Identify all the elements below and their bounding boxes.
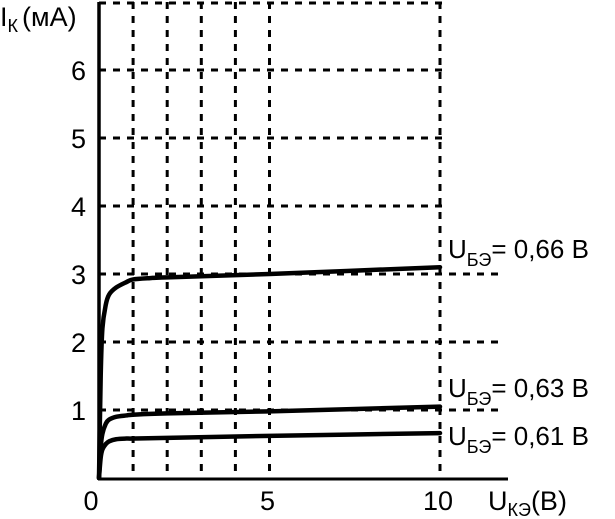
series-curve bbox=[96, 404, 443, 481]
curves bbox=[96, 264, 443, 481]
y-tick-label: 2 bbox=[71, 328, 86, 358]
series-label: UБЭ= 0,66 В bbox=[448, 234, 589, 270]
x-tick-label: 5 bbox=[260, 486, 275, 516]
tick-labels: 1 2 3 4 5 6 0 5 10 bbox=[71, 56, 453, 516]
x-tick-label: 0 bbox=[83, 486, 98, 516]
y-tick-label: 3 bbox=[71, 260, 86, 290]
x-axis-label: UКЭ(В) bbox=[488, 486, 567, 519]
series-curve bbox=[96, 264, 443, 481]
series-label: UБЭ= 0,61 В bbox=[448, 421, 589, 457]
series-label: UБЭ= 0,63 В bbox=[448, 373, 589, 409]
x-tick-label: 10 bbox=[423, 486, 453, 516]
series-curve bbox=[96, 430, 443, 481]
y-tick-label: 4 bbox=[71, 192, 86, 222]
y-tick-label: 6 bbox=[71, 56, 86, 86]
y-axis-label: IК (мА) bbox=[0, 2, 77, 36]
y-tick-label: 1 bbox=[71, 396, 86, 426]
y-tick-label: 5 bbox=[71, 124, 86, 154]
series-labels: UБЭ= 0,66 В UБЭ= 0,63 В UБЭ= 0,61 В bbox=[448, 234, 589, 457]
